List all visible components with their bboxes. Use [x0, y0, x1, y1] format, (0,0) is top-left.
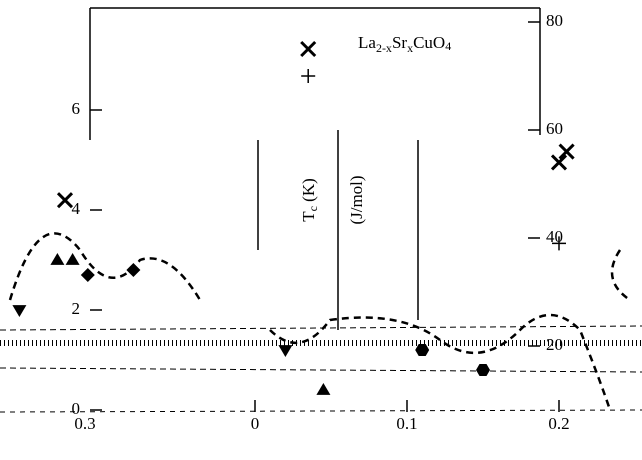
y2-tick-label: 80	[546, 11, 563, 30]
marker	[415, 344, 430, 356]
marker	[301, 69, 316, 83]
y2-tick-label: 60	[546, 119, 563, 138]
hatch-band	[0, 325, 642, 331]
y-tick-label: 4	[72, 199, 81, 218]
marker	[12, 305, 27, 317]
marker	[300, 40, 317, 58]
marker	[50, 253, 65, 265]
y2-axis-label: Tc (K)	[299, 178, 320, 222]
x-tick-label: 0.1	[396, 414, 417, 433]
marker	[126, 263, 141, 277]
title-part: 2-x	[376, 41, 392, 55]
marker	[558, 143, 575, 160]
marker	[278, 345, 293, 357]
hatch-band	[0, 409, 642, 413]
marker	[56, 192, 74, 209]
hatch-band	[0, 367, 642, 373]
x-tick-label: 0.2	[548, 414, 569, 433]
fit-curve	[8, 232, 202, 301]
marker	[550, 154, 568, 171]
label-part: T	[299, 211, 318, 222]
marker	[476, 364, 490, 376]
label-part: c	[306, 206, 320, 211]
marker	[552, 236, 566, 251]
title-part: Sr	[392, 33, 407, 52]
title-part: CuO	[413, 33, 445, 52]
label-part: (K)	[299, 178, 318, 206]
y-tick-label: 6	[72, 99, 81, 118]
fit-curve	[610, 249, 631, 302]
title-part: La	[358, 33, 376, 52]
marker	[80, 268, 95, 282]
chart-title: La2-xSrxCuO4	[358, 33, 451, 55]
annotation: 0.3	[74, 414, 95, 433]
marker	[65, 253, 80, 265]
marker	[316, 383, 331, 395]
y2-tick-label: 20	[546, 335, 563, 354]
title-part: x	[407, 41, 413, 55]
y-tick-label: 0	[72, 399, 81, 418]
y-tick-label: 2	[72, 299, 81, 318]
title-part: 4	[445, 39, 451, 53]
y-axis-label: (J/mol)	[347, 175, 366, 224]
fit-curve	[269, 313, 612, 411]
x-tick-label: 0	[251, 414, 260, 433]
